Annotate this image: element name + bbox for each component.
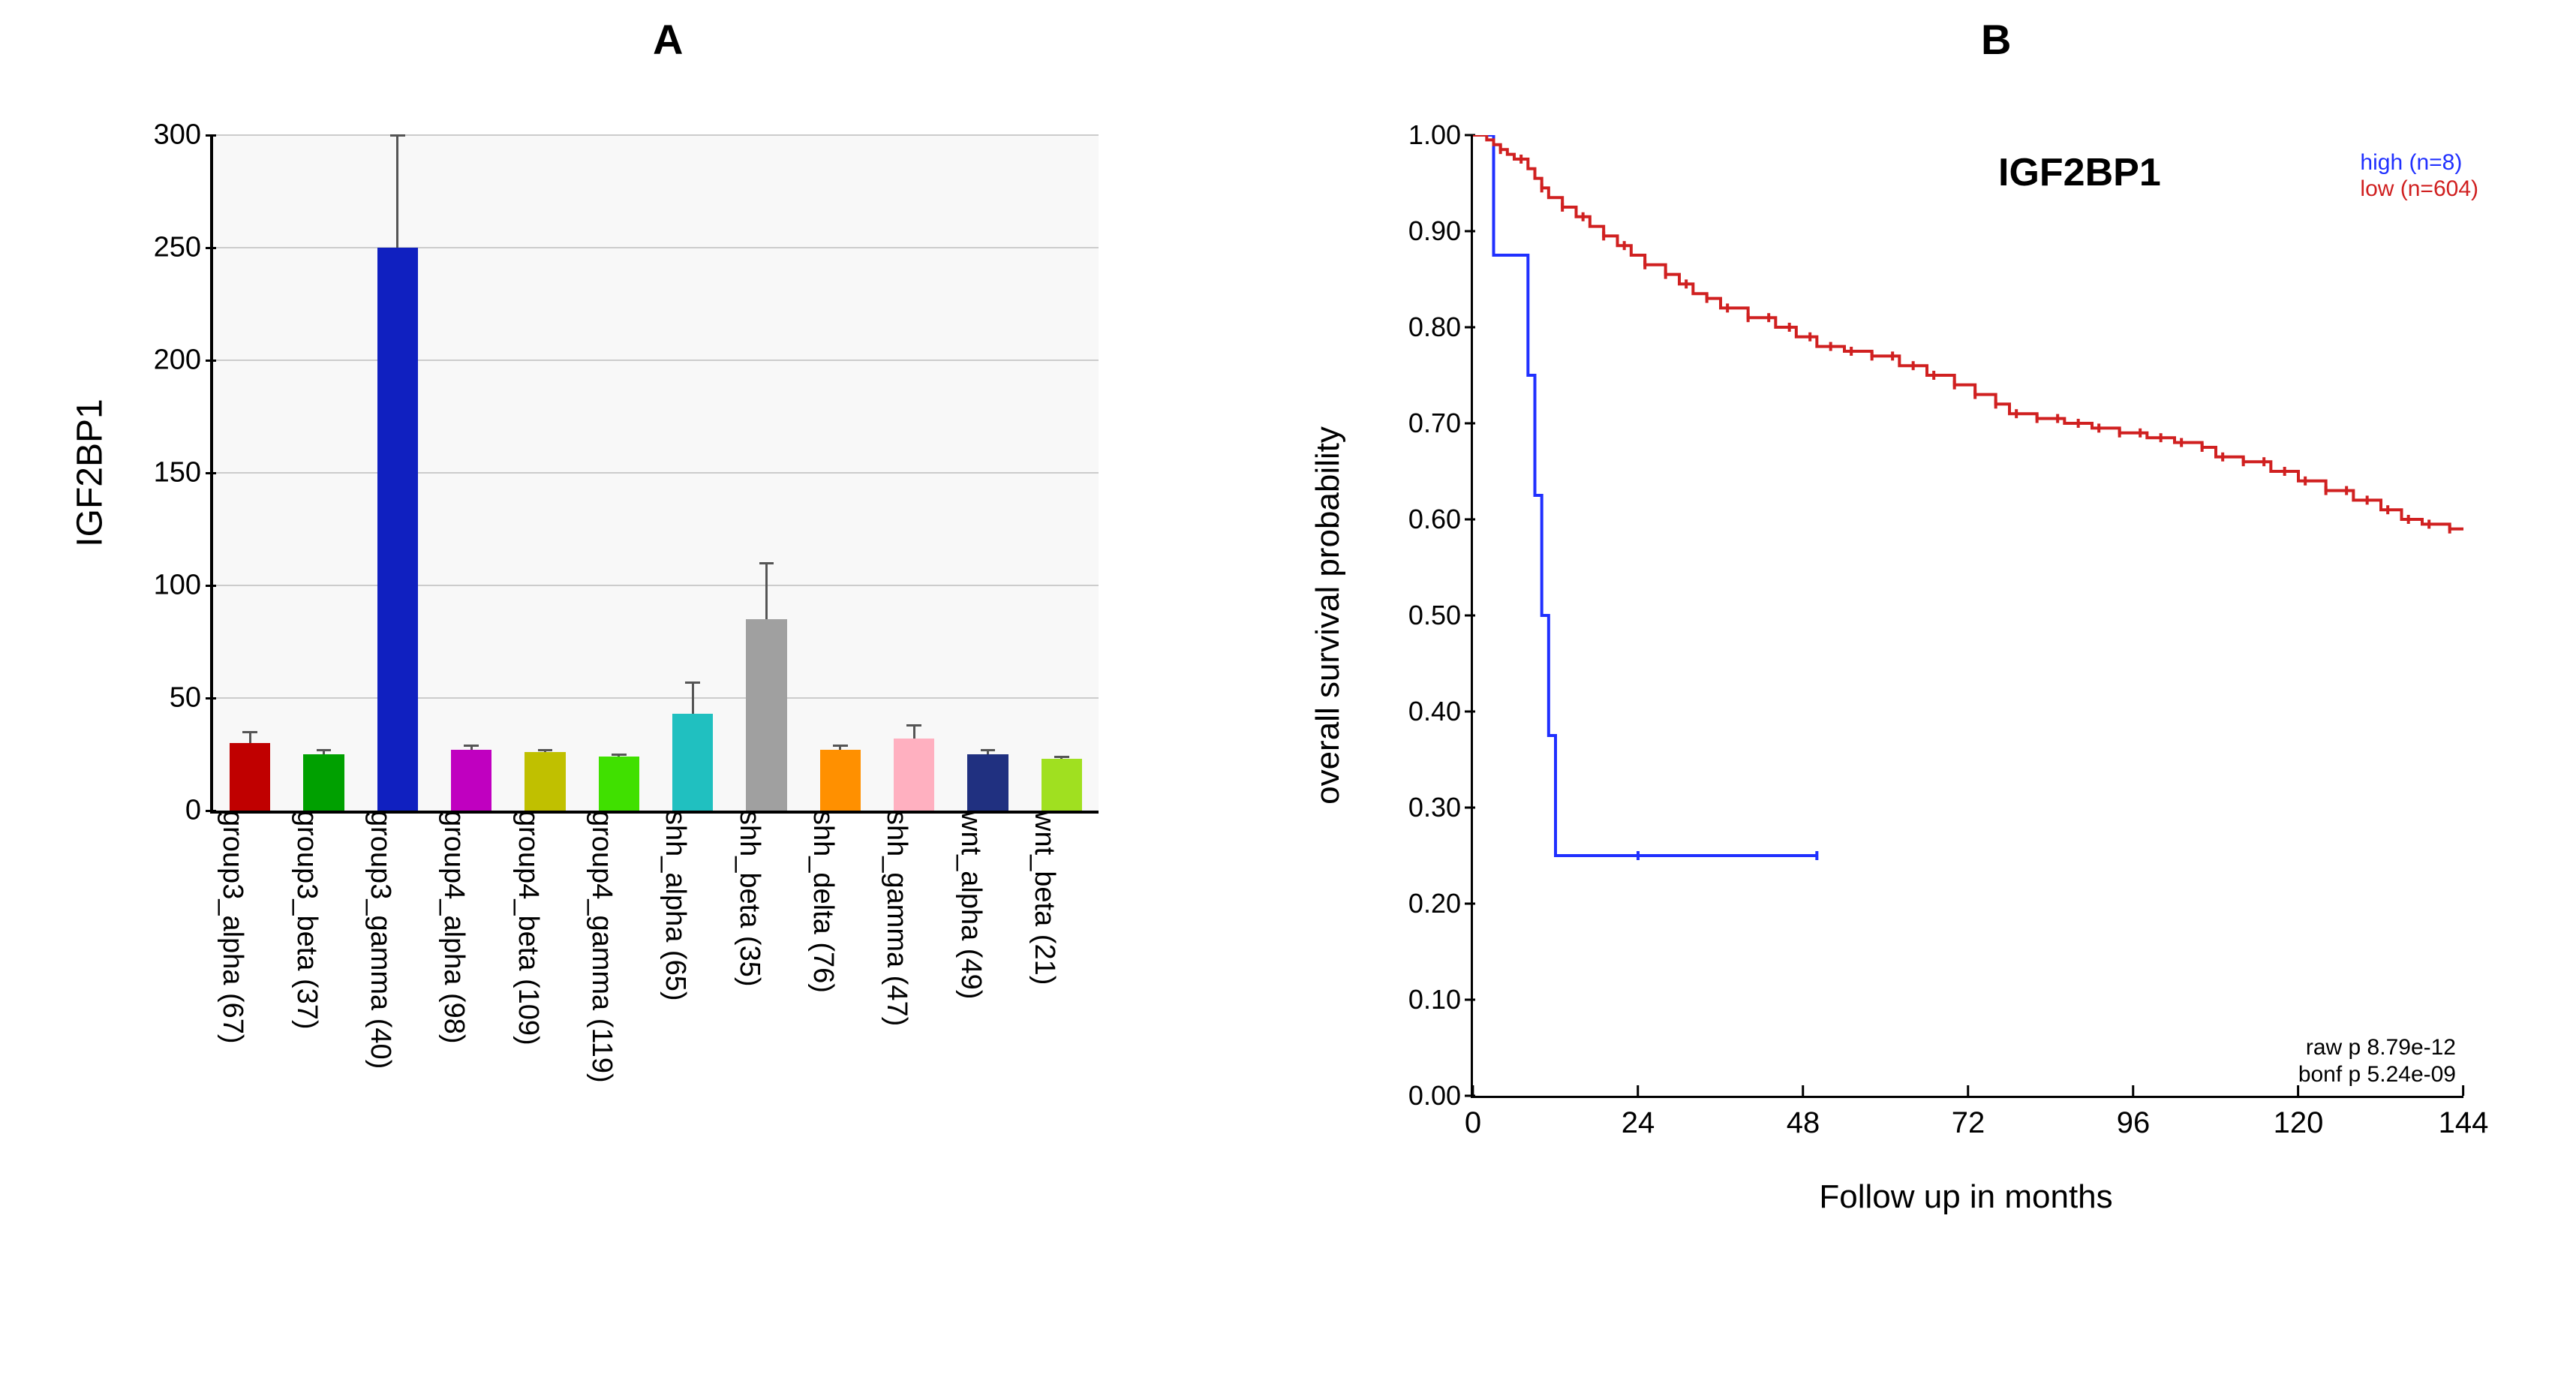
- error-bar: [765, 563, 768, 619]
- km-x-tick: 24: [1622, 1096, 1655, 1140]
- bar: [672, 714, 713, 811]
- y-tick-label: 100: [154, 570, 213, 602]
- panel-b: overall survival probability Follow up i…: [1276, 105, 2536, 1336]
- y-tick-label: 300: [154, 119, 213, 152]
- y-tick-label: 200: [154, 344, 213, 377]
- km-y-tick: 0.10: [1408, 984, 1473, 1015]
- bar: [746, 619, 786, 811]
- grid-line: [213, 697, 1099, 699]
- y-tick-label: 50: [170, 682, 213, 715]
- error-cap: [906, 724, 921, 727]
- panel-b-label: B: [1981, 15, 2011, 64]
- km-x-tick: 72: [1952, 1096, 1985, 1140]
- x-category-label: group3_alpha (67): [216, 811, 259, 1044]
- km-curve-high: [1473, 135, 1817, 856]
- panel-b-ylabel: overall survival probability: [1309, 426, 1347, 805]
- km-y-tick: 0.40: [1408, 696, 1473, 727]
- bar: [820, 750, 861, 811]
- error-cap: [759, 562, 774, 564]
- km-x-tick: 96: [2117, 1096, 2151, 1140]
- km-x-tick: 0: [1465, 1096, 1481, 1140]
- grid-line: [213, 472, 1099, 474]
- grid-line: [213, 585, 1099, 586]
- km-x-tick: 120: [2274, 1096, 2324, 1140]
- grid-line: [213, 247, 1099, 248]
- bar: [451, 750, 491, 811]
- error-cap: [1054, 756, 1069, 758]
- bar: [377, 248, 418, 811]
- y-tick-label: 250: [154, 232, 213, 264]
- panel-b-xlabel: Follow up in months: [1819, 1178, 2112, 1216]
- panel-a: IGF2BP1 050100150200250300group3_alpha (…: [45, 135, 1171, 1336]
- km-y-tick: 0.30: [1408, 792, 1473, 823]
- x-category-label: group4_alpha (98): [437, 811, 480, 1044]
- bar: [525, 752, 565, 811]
- x-category-label: group3_gamma (40): [364, 811, 407, 1069]
- error-cap: [390, 134, 404, 137]
- error-cap: [833, 745, 847, 747]
- km-y-tick: 0.60: [1408, 504, 1473, 535]
- x-category-label: shh_alpha (65): [659, 811, 702, 1001]
- error-bar: [396, 135, 398, 248]
- x-category-label: group4_beta (109): [512, 811, 555, 1045]
- x-category-label: group3_beta (37): [290, 811, 333, 1030]
- panel-a-ylabel: IGF2BP1: [70, 399, 111, 546]
- grid-line: [213, 360, 1099, 361]
- error-cap: [464, 745, 478, 747]
- km-y-tick: 0.70: [1408, 408, 1473, 439]
- grid-line: [213, 134, 1099, 136]
- panel-a-label: A: [653, 15, 683, 64]
- y-tick-label: 150: [154, 457, 213, 489]
- y-tick-label: 0: [185, 795, 213, 827]
- bar: [599, 757, 639, 811]
- error-bar: [249, 732, 251, 743]
- km-x-tick: 144: [2439, 1096, 2489, 1140]
- error-cap: [538, 749, 552, 751]
- km-svg: [1473, 135, 2463, 1096]
- bar: [894, 739, 934, 811]
- x-category-label: shh_beta (35): [733, 811, 776, 987]
- error-cap: [685, 681, 699, 684]
- km-y-tick: 0.50: [1408, 600, 1473, 631]
- x-category-label: shh_delta (76): [807, 811, 849, 993]
- error-bar: [692, 682, 694, 714]
- km-x-tick: 48: [1787, 1096, 1820, 1140]
- x-category-label: group4_gamma (119): [585, 811, 628, 1083]
- km-y-tick: 1.00: [1408, 119, 1473, 151]
- error-cap: [317, 749, 331, 751]
- km-curve-low: [1473, 135, 2463, 529]
- figure: A B IGF2BP1 050100150200250300group3_alp…: [0, 0, 2576, 1399]
- error-cap: [612, 754, 626, 756]
- bar: [967, 754, 1008, 811]
- km-y-tick: 0.90: [1408, 215, 1473, 247]
- km-plot: IGF2BP1 high (n=8) low (n=604) raw p 8.7…: [1471, 135, 2463, 1098]
- error-cap: [981, 749, 995, 751]
- km-y-tick: 0.00: [1408, 1080, 1473, 1112]
- error-cap: [242, 731, 257, 733]
- bar-chart: 050100150200250300group3_alpha (67)group…: [210, 135, 1099, 814]
- km-y-tick: 0.20: [1408, 888, 1473, 919]
- x-category-label: shh_gamma (47): [880, 811, 923, 1026]
- error-bar: [913, 725, 915, 739]
- x-category-label: wnt_beta (21): [1028, 811, 1071, 985]
- x-category-label: wnt_alpha (49): [954, 811, 997, 999]
- km-y-tick: 0.80: [1408, 311, 1473, 343]
- bar: [1042, 759, 1082, 811]
- bar: [303, 754, 344, 811]
- bar: [230, 743, 270, 811]
